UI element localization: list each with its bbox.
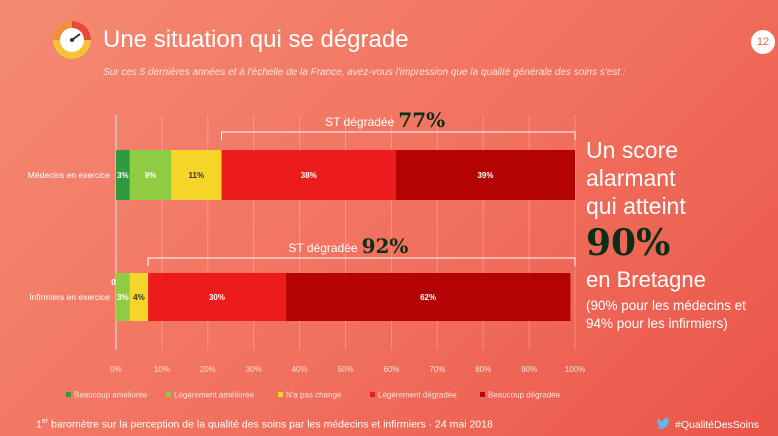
legend-label: Beaucoup dégradée xyxy=(488,391,561,400)
footer-text: baromètre sur la perception de la qualit… xyxy=(48,418,493,431)
x-tick-label: 20% xyxy=(200,365,216,374)
annotation-value: 92% xyxy=(362,234,409,258)
callout-detail: 94% pour les infirmiers) xyxy=(586,316,728,331)
question-subtitle: Sur ces 5 dernières années et à l'échell… xyxy=(103,67,626,78)
x-tick-label: 90% xyxy=(521,365,537,374)
gauge-logo xyxy=(53,21,91,59)
data-label: 4% xyxy=(133,293,145,302)
footer-ordinal: 1 xyxy=(36,418,42,431)
data-label: 38% xyxy=(301,171,317,180)
legend-swatch xyxy=(370,392,375,397)
callout-line: Un score xyxy=(586,137,679,163)
category-label: Médecins en exercice xyxy=(28,170,110,180)
hashtag-text: #QualitéDesSoins xyxy=(675,419,760,431)
key-figure-callout: Un score alarmant qui atteint 90% en Bre… xyxy=(586,136,774,333)
callout-line: qui atteint xyxy=(586,193,686,219)
callout-line: alarmant xyxy=(586,165,676,191)
x-tick-label: 70% xyxy=(429,365,445,374)
x-tick-label: 40% xyxy=(292,365,308,374)
bar-segment xyxy=(116,150,130,200)
data-label: 11% xyxy=(189,171,205,180)
legend-label: Légèrement dégradée xyxy=(378,391,457,400)
page-number-badge: 12 xyxy=(751,30,775,54)
annotation-label: ST dégradée xyxy=(325,115,394,129)
legend-label: N'a pas changé xyxy=(286,391,342,400)
annotation-value: 77% xyxy=(398,108,445,132)
footer-caption: 1er baromètre sur la perception de la qu… xyxy=(36,418,493,431)
bar-segment xyxy=(395,150,575,200)
category-label: Infirmiers en exercice xyxy=(29,292,110,302)
legend-swatch xyxy=(278,392,283,397)
bar-segment xyxy=(129,273,149,321)
data-label: 30% xyxy=(209,293,225,302)
bar-segment xyxy=(148,273,286,321)
x-tick-label: 30% xyxy=(246,365,262,374)
twitter-hashtag[interactable]: #QualitéDesSoins xyxy=(656,418,759,431)
bar-segment xyxy=(171,150,222,200)
bar-segment xyxy=(129,150,172,200)
x-tick-label: 50% xyxy=(337,365,353,374)
callout-detail: (90% pour les médecins et xyxy=(586,298,746,313)
bar-segment xyxy=(221,150,396,200)
annotation-bracket xyxy=(221,131,576,140)
x-tick-label: 0% xyxy=(110,365,122,374)
legend-label: Légèrement améliorée xyxy=(174,391,255,400)
data-label: 3% xyxy=(117,293,129,302)
x-tick-label: 60% xyxy=(383,365,399,374)
legend-label: Beaucoup améliorée xyxy=(74,391,148,400)
twitter-bird-icon xyxy=(656,418,670,429)
data-label: 3% xyxy=(117,171,129,180)
legend-swatch xyxy=(66,392,71,397)
data-label: 9% xyxy=(145,171,157,180)
page-title: Une situation qui se dégrade xyxy=(103,26,409,53)
data-label: 39% xyxy=(477,171,493,180)
legend-swatch xyxy=(480,392,485,397)
data-label: 62% xyxy=(420,293,436,302)
x-tick-label: 10% xyxy=(154,365,170,374)
callout-region: en Bretagne xyxy=(586,267,706,292)
annotation-label: ST dégradée xyxy=(288,241,357,255)
footer-ordinal-suffix: er xyxy=(41,418,49,425)
x-tick-label: 100% xyxy=(565,365,585,374)
x-tick-label: 80% xyxy=(475,365,491,374)
legend-swatch xyxy=(166,392,171,397)
bar-segment xyxy=(285,273,571,321)
annotation-bracket xyxy=(147,257,576,266)
bar-segment xyxy=(116,273,130,321)
callout-value: 90% xyxy=(586,222,671,264)
